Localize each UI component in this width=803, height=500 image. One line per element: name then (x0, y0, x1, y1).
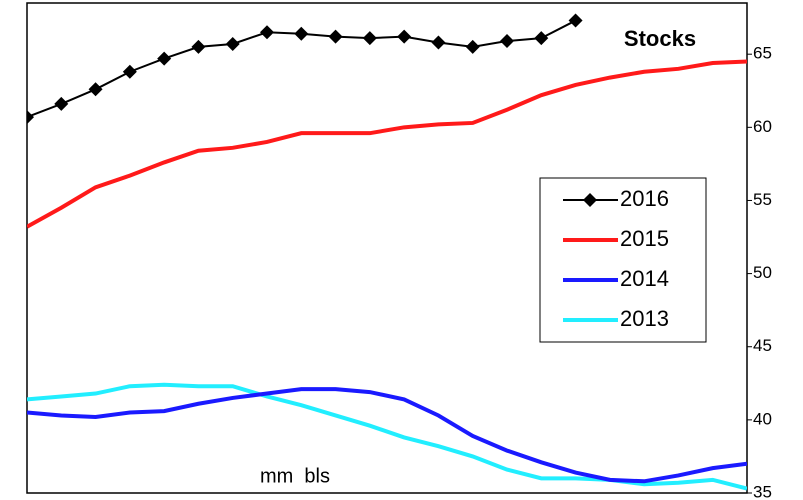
marker (362, 31, 377, 46)
marker (54, 96, 69, 111)
marker (122, 64, 137, 79)
series-line (27, 387, 747, 484)
marker (191, 39, 206, 54)
legend-marker (583, 193, 597, 207)
marker (27, 110, 34, 125)
annotation: Stocks (624, 26, 696, 51)
marker (225, 36, 240, 51)
marker (157, 51, 172, 66)
annotation: mm bls (260, 465, 330, 487)
y-tick-label: 55 (753, 190, 772, 209)
y-tick-label: 65 (753, 44, 772, 63)
marker (328, 29, 343, 44)
marker (294, 26, 309, 41)
marker (568, 13, 583, 28)
marker (397, 29, 412, 44)
legend-label: 2015 (620, 226, 669, 251)
legend-label: 2014 (620, 266, 669, 291)
legend-label: 2016 (620, 186, 669, 211)
legend-label: 2013 (620, 306, 669, 331)
marker (534, 31, 549, 46)
y-tick-label: 50 (753, 263, 772, 282)
marker (500, 34, 514, 49)
y-tick-label: 40 (753, 409, 772, 428)
y-tick-label: 45 (753, 336, 772, 355)
y-tick-label: 35 (753, 482, 772, 500)
marker (260, 25, 274, 40)
marker (431, 35, 446, 50)
series-group (27, 13, 747, 491)
marker (465, 39, 480, 54)
y-tick-label: 60 (753, 117, 772, 136)
legend (539, 177, 707, 343)
marker (88, 82, 103, 97)
series-line (27, 59, 747, 229)
